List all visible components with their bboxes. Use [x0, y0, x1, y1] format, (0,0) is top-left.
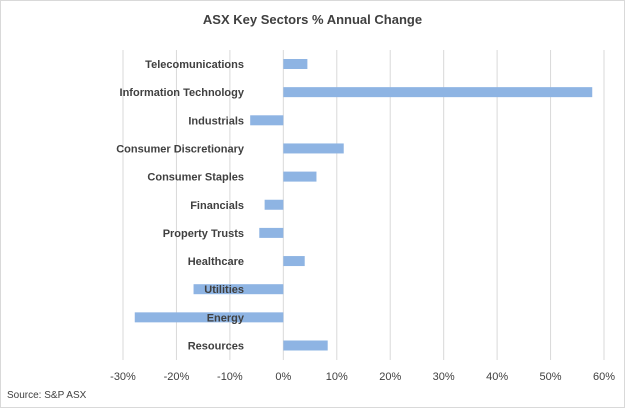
- bar-financials: [264, 199, 284, 210]
- category-label: Information Technology: [120, 87, 245, 99]
- category-label: Energy: [207, 312, 245, 324]
- bar-consumer-staples: [283, 171, 317, 182]
- bar-healthcare: [283, 256, 305, 267]
- x-tick-label: 60%: [593, 371, 615, 383]
- category-label: Telecomunications: [145, 59, 244, 71]
- x-tick-label: 0%: [275, 371, 291, 383]
- category-label: Industrials: [188, 115, 244, 127]
- x-tick-label: 30%: [433, 371, 455, 383]
- bar-industrials: [250, 115, 284, 126]
- chart-title: ASX Key Sectors % Annual Change: [202, 12, 423, 27]
- category-label: Financials: [190, 200, 244, 212]
- x-tick-label: -10%: [217, 371, 243, 383]
- bar-resources: [283, 340, 328, 351]
- category-label: Consumer Discretionary: [116, 143, 245, 155]
- source-note: Source: S&P ASX: [7, 390, 87, 401]
- bars: [134, 59, 593, 351]
- x-tick-labels: -30% -20% -10% 0% 10% 20% 30% 40% 50% 60%: [110, 371, 615, 383]
- bar-energy: [134, 312, 284, 323]
- x-tick-label: -30%: [110, 371, 136, 383]
- bar-utilities: [193, 284, 284, 295]
- bar-information-technology: [283, 87, 593, 98]
- gridlines: [122, 50, 605, 360]
- bar-telecomunications: [283, 59, 308, 69]
- x-tick-label: 40%: [486, 371, 508, 383]
- category-label: Property Trusts: [163, 228, 244, 240]
- x-tick-label: 50%: [540, 371, 562, 383]
- category-label: Utilities: [204, 284, 244, 296]
- category-label: Consumer Staples: [147, 172, 244, 184]
- category-label: Resources: [188, 341, 244, 353]
- category-labels: Telecomunications Information Technology I…: [116, 59, 245, 353]
- x-tick-label: 10%: [326, 371, 348, 383]
- bar-consumer-discretionary: [283, 143, 344, 154]
- category-label: Healthcare: [188, 256, 244, 268]
- x-tick-label: 20%: [379, 371, 401, 383]
- bar-property-trusts: [259, 227, 284, 238]
- x-tick-label: -20%: [164, 371, 190, 383]
